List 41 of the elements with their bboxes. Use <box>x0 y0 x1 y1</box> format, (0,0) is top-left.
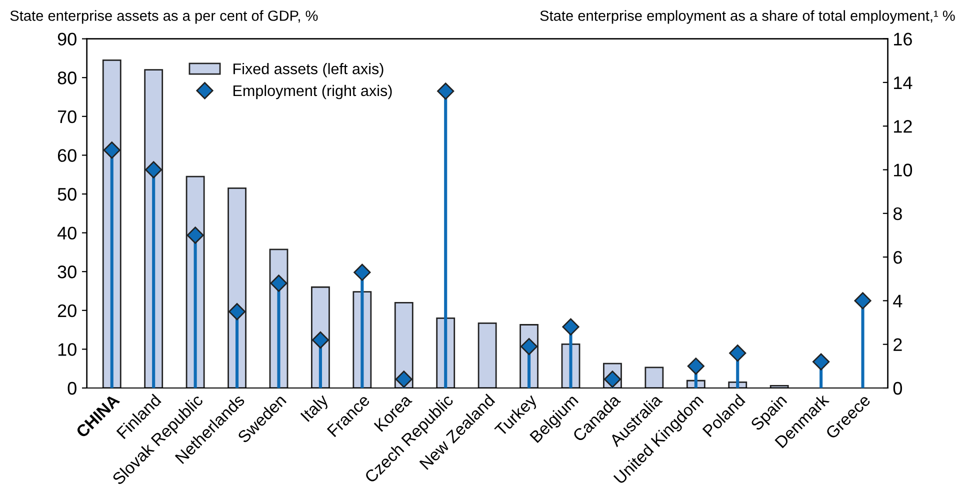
legend-label: Fixed assets (left axis) <box>234 63 384 78</box>
bar <box>644 366 664 388</box>
point <box>520 338 538 356</box>
y-tick-label: 0 <box>68 382 76 395</box>
point <box>354 264 371 281</box>
point <box>145 161 162 178</box>
y-tick-label: 10 <box>58 343 76 356</box>
y2-tick-label: 6 <box>894 250 902 264</box>
y-tick-label: 20 <box>58 304 76 318</box>
point <box>437 82 454 100</box>
y2-tick-label: 14 <box>894 76 912 89</box>
y2-tick-label: 12 <box>894 120 912 133</box>
point <box>854 292 872 310</box>
y2-tick-label: 16 <box>894 32 912 46</box>
point <box>562 318 580 336</box>
y-tick-label: 40 <box>57 226 76 240</box>
point <box>228 303 246 320</box>
y-tick-label: 60 <box>58 149 76 162</box>
y2-tick-label: 10 <box>894 164 912 176</box>
y-tick-label: 80 <box>58 72 76 84</box>
point <box>270 274 288 292</box>
y2-tick-label: 0 <box>893 382 902 395</box>
y-tick-label: 70 <box>58 110 76 124</box>
point <box>812 353 830 370</box>
point <box>729 344 746 362</box>
point <box>103 142 120 159</box>
point <box>687 358 704 375</box>
bar <box>478 322 497 388</box>
point <box>395 370 412 388</box>
point <box>186 226 204 244</box>
y-axis-title: State enterprise assets as a per cent of GDP, % <box>10 10 318 24</box>
point <box>312 331 330 349</box>
y2-tick-label: 2 <box>894 338 902 351</box>
y-tick-label: 30 <box>58 266 76 278</box>
y-tick-label: 90 <box>58 32 76 46</box>
y2-tick-label: 4 <box>893 294 902 308</box>
legend-label: Employment (right axis) <box>234 84 392 100</box>
x-tick-label: Italy <box>300 392 332 424</box>
y-tick-label: 50 <box>58 188 76 201</box>
y2-tick-label: 8 <box>893 207 902 220</box>
y2-axis-title: State enterprise employment as a share of total employment,¹ % <box>540 10 955 24</box>
